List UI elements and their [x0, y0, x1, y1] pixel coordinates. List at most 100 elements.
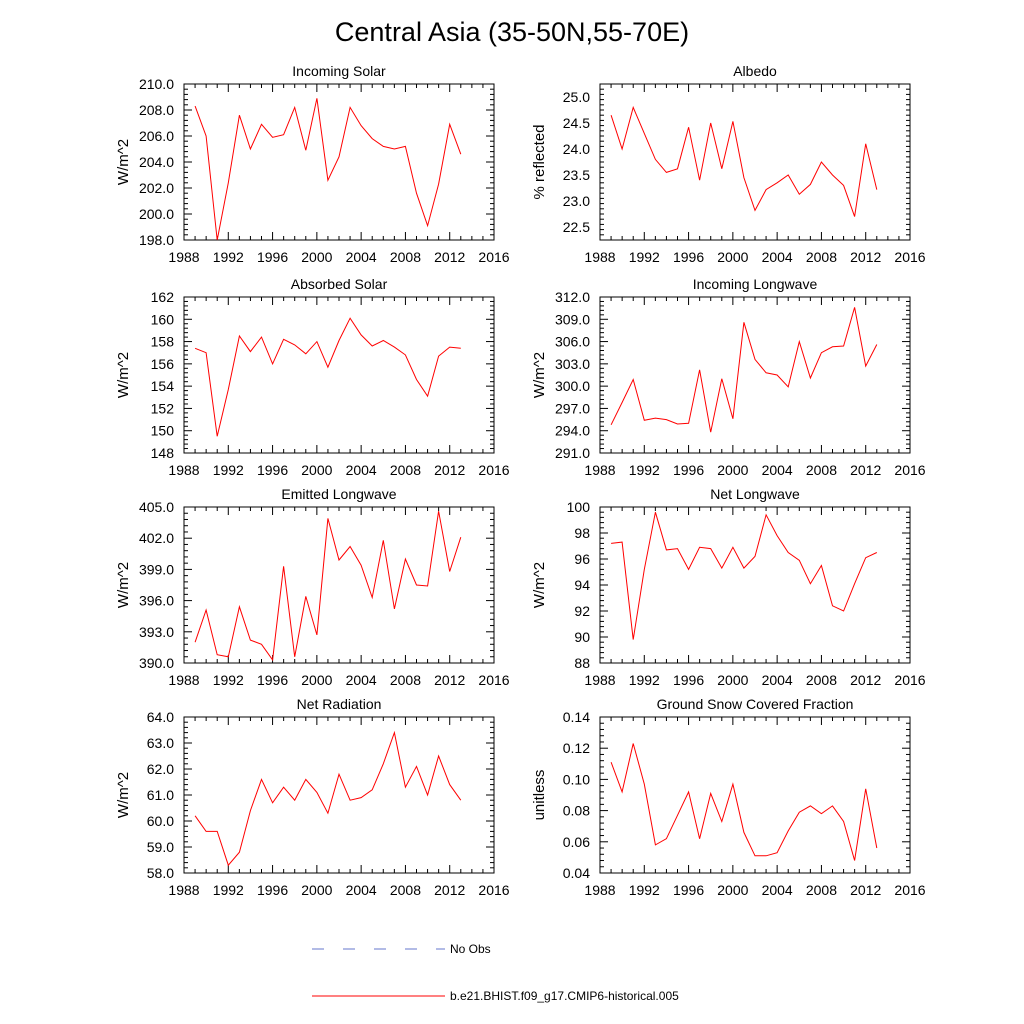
- panel-title-net-radiation: Net Radiation: [297, 696, 382, 712]
- plot-frame-albedo: [599, 83, 911, 241]
- xtick-label: 1992: [213, 672, 244, 688]
- ytick-label: 399.0: [139, 561, 174, 577]
- ytick-label: 158: [151, 334, 175, 350]
- xtick-label: 1992: [629, 249, 660, 265]
- xtick-label: 2012: [850, 882, 881, 898]
- series-line-b-e21-bhist-f09-g17-cmip6-historical-005: [194, 730, 462, 867]
- ylabel-emitted-longwave: W/m^2: [115, 562, 132, 608]
- ytick-label: 23.0: [563, 193, 590, 209]
- xtick-label: 1992: [213, 249, 244, 265]
- ytick-label: 90: [574, 629, 590, 645]
- ytick-label: 162: [151, 289, 175, 305]
- xtick-label: 1996: [673, 249, 704, 265]
- ytick-label: 94: [574, 577, 590, 593]
- xtick-label: 2008: [390, 249, 421, 265]
- legend-label-no-obs: No Obs: [450, 942, 491, 956]
- xtick-label: 1988: [584, 462, 615, 478]
- ytick-label: 0.12: [563, 740, 590, 756]
- ytick-label: 98: [574, 525, 590, 541]
- ytick-label: 297.0: [555, 400, 590, 416]
- ytick-label: 206.0: [139, 128, 174, 144]
- xtick-label: 2012: [850, 462, 881, 478]
- ytick-label: 0.08: [563, 803, 590, 819]
- panel-ground-snow-covered-fraction: Ground Snow Covered Fraction unitless 1988…: [531, 696, 926, 898]
- ytick-label: 405.0: [139, 499, 174, 515]
- ytick-label: 24.5: [563, 115, 590, 131]
- xtick-label: 2004: [346, 249, 377, 265]
- xtick-label: 2000: [301, 882, 332, 898]
- ytick-label: 312.0: [555, 289, 590, 305]
- xtick-label: 2004: [762, 882, 793, 898]
- panel-title-incoming-longwave: Incoming Longwave: [693, 276, 818, 292]
- ytick-label: 300.0: [555, 378, 590, 394]
- plot-frame-incoming-solar: [183, 83, 495, 241]
- panel-title-ground-snow-covered-fraction: Ground Snow Covered Fraction: [657, 696, 854, 712]
- legend-label-b-e21-bhist-f09-g17-cmip6-historical-005: b.e21.BHIST.f09_g17.CMIP6-historical.005: [450, 989, 679, 1003]
- xtick-label: 2008: [390, 672, 421, 688]
- xtick-label: 1996: [673, 882, 704, 898]
- plot-frame-emitted-longwave: [183, 506, 495, 664]
- xtick-label: 2000: [301, 672, 332, 688]
- ytick-label: 59.0: [147, 839, 174, 855]
- ytick-label: 402.0: [139, 530, 174, 546]
- xtick-label: 2004: [762, 672, 793, 688]
- xtick-label: 1996: [257, 462, 288, 478]
- xtick-label: 2000: [717, 882, 748, 898]
- ytick-label: 100: [567, 499, 591, 515]
- ytick-label: 200.0: [139, 206, 174, 222]
- ytick-label: 148: [151, 445, 175, 461]
- xtick-label: 1988: [584, 672, 615, 688]
- ytick-label: 0.06: [563, 834, 590, 850]
- ylabel-incoming-solar: W/m^2: [115, 139, 132, 185]
- xtick-label: 2016: [478, 672, 509, 688]
- ytick-label: 154: [151, 378, 175, 394]
- ytick-label: 96: [574, 551, 590, 567]
- ytick-label: 25.0: [563, 89, 590, 105]
- xtick-label: 1996: [257, 672, 288, 688]
- page-title: Central Asia (35-50N,55-70E): [335, 17, 689, 47]
- xtick-label: 2016: [894, 462, 925, 478]
- ylabel-net-longwave: W/m^2: [531, 562, 548, 608]
- ytick-label: 60.0: [147, 813, 174, 829]
- xtick-label: 1988: [168, 249, 199, 265]
- xtick-label: 1992: [213, 882, 244, 898]
- xtick-label: 2008: [806, 882, 837, 898]
- series-line-b-e21-bhist-f09-g17-cmip6-historical-005: [194, 317, 461, 437]
- plot-frame-absorbed-solar: [183, 296, 495, 454]
- xtick-label: 1996: [257, 249, 288, 265]
- ylabel-absorbed-solar: W/m^2: [115, 352, 132, 398]
- ytick-label: 152: [151, 400, 175, 416]
- panel-title-absorbed-solar: Absorbed Solar: [291, 276, 388, 292]
- xtick-label: 1996: [673, 462, 704, 478]
- series-line-b-e21-bhist-f09-g17-cmip6-historical-005: [610, 307, 878, 433]
- xtick-label: 2004: [762, 462, 793, 478]
- xtick-label: 2012: [434, 462, 465, 478]
- panel-absorbed-solar: Absorbed Solar W/m^2 1988 1992 1996 2000 2004 2…: [115, 276, 510, 478]
- ytick-label: 202.0: [139, 180, 174, 196]
- xtick-label: 2012: [850, 249, 881, 265]
- panel-net-longwave: Net Longwave W/m^2 1988 1992 1996 2000 2004 200…: [531, 486, 926, 688]
- xtick-label: 2016: [478, 882, 509, 898]
- panels: Incoming Solar W/m^2 1988 1992 1996 2000 2004 2…: [115, 63, 926, 898]
- ytick-label: 150: [151, 423, 175, 439]
- xtick-label: 2016: [894, 672, 925, 688]
- xtick-label: 2016: [478, 249, 509, 265]
- xtick-label: 1992: [629, 882, 660, 898]
- xtick-label: 2004: [346, 462, 377, 478]
- ytick-label: 294.0: [555, 423, 590, 439]
- xtick-label: 2000: [301, 249, 332, 265]
- ytick-label: 61.0: [147, 787, 174, 803]
- xtick-label: 2004: [346, 672, 377, 688]
- ytick-label: 396.0: [139, 593, 174, 609]
- xtick-label: 1992: [213, 462, 244, 478]
- xtick-label: 1988: [168, 672, 199, 688]
- xtick-label: 2000: [717, 462, 748, 478]
- ytick-label: 22.5: [563, 219, 590, 235]
- xtick-label: 2008: [806, 462, 837, 478]
- ytick-label: 0.14: [563, 709, 590, 725]
- xtick-label: 1988: [584, 249, 615, 265]
- xtick-label: 2000: [717, 672, 748, 688]
- xtick-label: 2016: [894, 882, 925, 898]
- ytick-label: 63.0: [147, 735, 174, 751]
- xtick-label: 2012: [434, 882, 465, 898]
